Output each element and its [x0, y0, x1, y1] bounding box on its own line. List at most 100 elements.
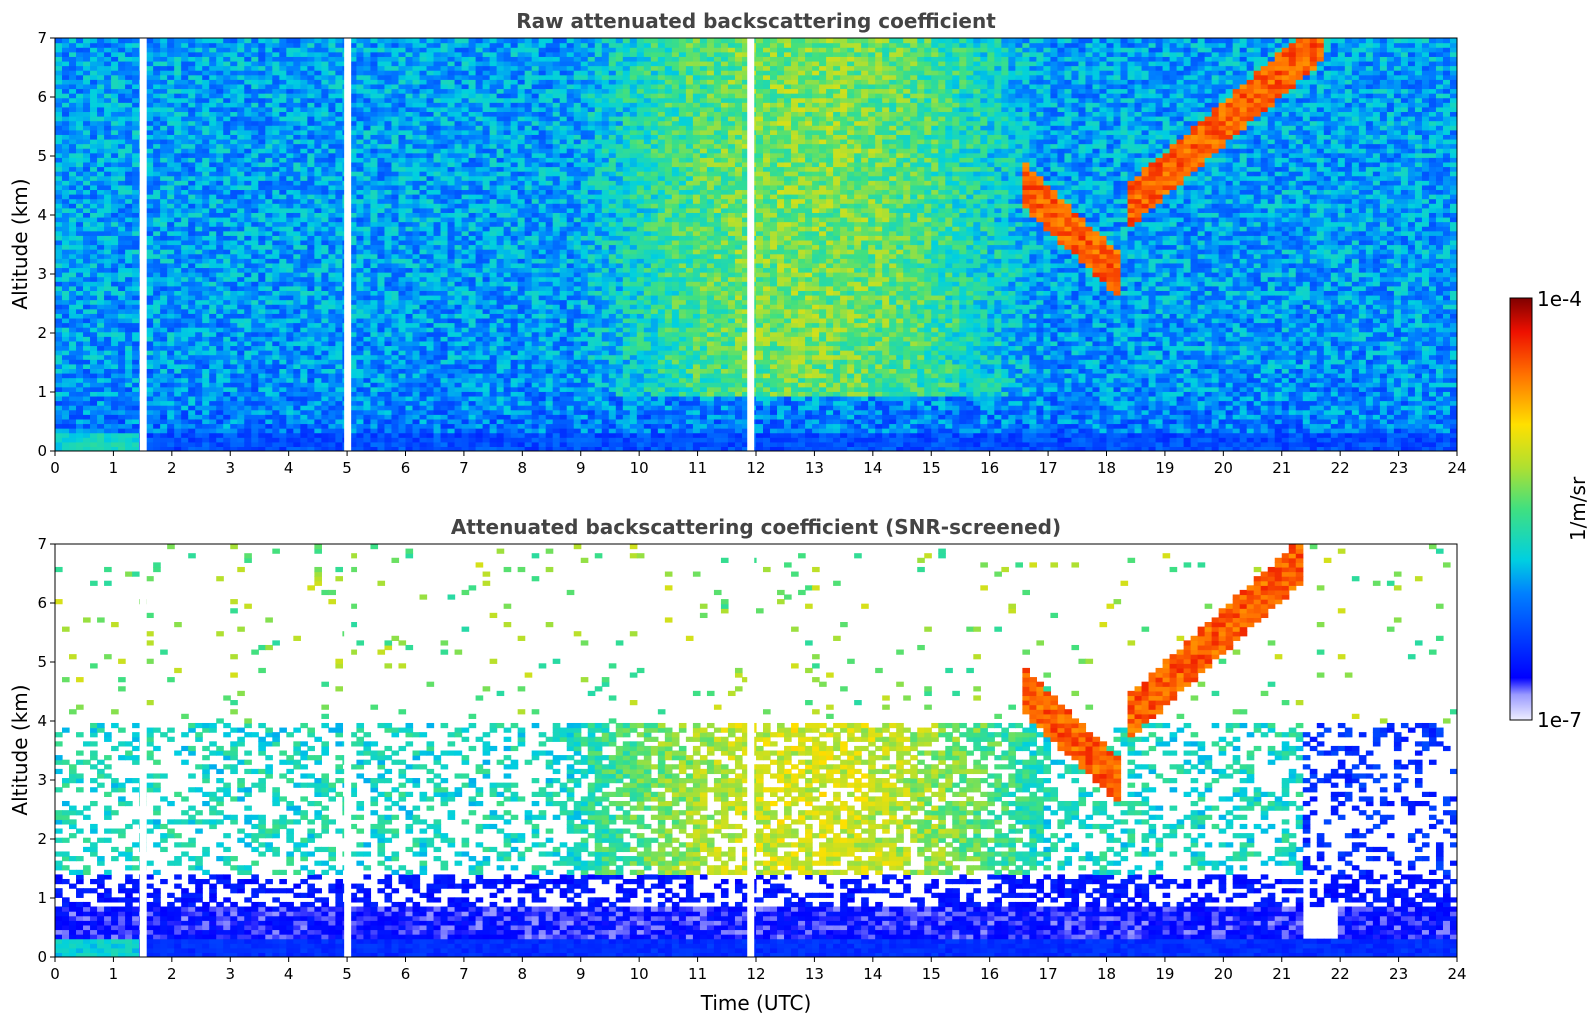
heatmap-cell — [279, 253, 287, 259]
heatmap-cell — [272, 120, 280, 126]
heatmap-cell — [272, 88, 280, 94]
heatmap-cell — [69, 70, 77, 76]
heatmap-cell — [377, 116, 386, 122]
heatmap-cell — [97, 350, 105, 356]
heatmap-cell — [69, 38, 77, 44]
heatmap-cell — [132, 294, 140, 301]
heatmap-cell — [132, 350, 140, 356]
heatmap-cell — [216, 258, 224, 264]
heatmap-cell — [258, 354, 266, 360]
heatmap-cell — [111, 152, 119, 158]
heatmap-cell — [398, 377, 407, 383]
heatmap-cell — [62, 253, 70, 259]
heatmap-cell — [62, 120, 70, 126]
heatmap-cell — [153, 391, 161, 397]
heatmap-cell — [258, 161, 266, 168]
heatmap-cell — [286, 377, 294, 383]
heatmap-cell — [230, 42, 238, 48]
heatmap-cell — [125, 157, 133, 163]
heatmap-cell — [335, 377, 344, 383]
heatmap-cell — [237, 423, 245, 429]
heatmap-cell — [258, 327, 266, 333]
heatmap-cell — [405, 97, 414, 103]
heatmap-cell — [426, 51, 435, 57]
heatmap-cell — [349, 152, 358, 158]
heatmap-cell — [209, 138, 217, 145]
heatmap-cell — [125, 363, 133, 369]
heatmap-cell — [384, 262, 393, 269]
heatmap-cell — [76, 148, 84, 154]
heatmap-cell — [111, 175, 119, 181]
heatmap-cell — [55, 262, 63, 269]
heatmap-cell — [349, 377, 358, 383]
heatmap-cell — [118, 180, 126, 186]
heatmap-cell — [160, 180, 168, 186]
heatmap-cell — [419, 423, 428, 429]
heatmap-cell — [167, 304, 175, 310]
heatmap-cell — [174, 152, 182, 158]
heatmap-cell — [419, 212, 428, 218]
heatmap-cell — [314, 239, 322, 246]
heatmap-cell — [314, 428, 322, 434]
heatmap-cell — [426, 42, 435, 48]
heatmap-cell — [90, 70, 98, 76]
heatmap-cell — [398, 368, 407, 374]
heatmap-cell — [405, 212, 414, 218]
heatmap-cell — [230, 368, 238, 374]
heatmap-cell — [55, 47, 63, 53]
heatmap-cell — [202, 138, 210, 145]
heatmap-cell — [356, 138, 365, 145]
heatmap-cell — [384, 221, 393, 227]
heatmap-cell — [321, 276, 329, 282]
heatmap-cell — [223, 93, 231, 99]
heatmap-cell — [104, 184, 112, 191]
heatmap-cell — [335, 230, 344, 236]
heatmap-cell — [251, 171, 259, 177]
heatmap-cell — [300, 400, 308, 406]
heatmap-cell — [251, 253, 259, 259]
heatmap-cell — [391, 331, 400, 337]
heatmap-cell — [258, 418, 266, 425]
heatmap-cell — [223, 281, 231, 287]
heatmap-cell — [90, 294, 98, 301]
heatmap-cell — [426, 56, 435, 62]
heatmap-cell — [69, 249, 77, 255]
heatmap-cell — [188, 143, 196, 149]
heatmap-cell — [307, 216, 315, 223]
heatmap-cell — [146, 65, 154, 71]
heatmap-cell — [69, 363, 77, 369]
heatmap-cell — [251, 129, 259, 135]
heatmap-cell — [419, 267, 428, 273]
heatmap-cell — [300, 345, 308, 351]
heatmap-cell — [279, 194, 287, 200]
heatmap-cell — [426, 38, 435, 44]
heatmap-cell — [398, 157, 407, 163]
heatmap-cell — [321, 322, 329, 328]
heatmap-cell — [426, 327, 435, 333]
heatmap-cell — [167, 363, 175, 369]
heatmap-cell — [160, 267, 168, 273]
heatmap-cell — [363, 290, 372, 296]
heatmap-cell — [300, 138, 308, 145]
heatmap-cell — [300, 56, 308, 62]
heatmap-cell — [384, 79, 393, 85]
heatmap-cell — [377, 322, 386, 328]
heatmap-cell — [167, 148, 175, 154]
heatmap-cell — [111, 244, 119, 250]
heatmap-cell — [188, 350, 196, 356]
heatmap-cell — [265, 368, 273, 374]
heatmap-cell — [223, 157, 231, 163]
heatmap-cell — [426, 299, 435, 305]
heatmap-cell — [384, 400, 393, 406]
heatmap-cell — [230, 400, 238, 406]
heatmap-cell — [111, 441, 119, 448]
heatmap-cell — [104, 244, 112, 250]
heatmap-cell — [279, 414, 287, 420]
heatmap-cell — [83, 327, 91, 333]
heatmap-cell — [279, 143, 287, 149]
heatmap-cell — [55, 409, 63, 415]
heatmap-cell — [419, 244, 428, 250]
heatmap-cell — [433, 51, 442, 57]
heatmap-cell — [419, 157, 428, 163]
heatmap-cell — [251, 276, 259, 282]
